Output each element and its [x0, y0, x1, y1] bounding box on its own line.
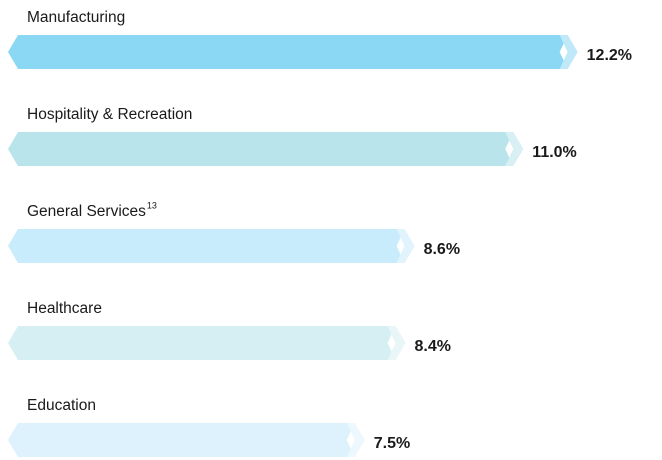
- bar: [8, 423, 355, 457]
- bar-tip-highlight: [396, 229, 415, 263]
- bar: [8, 35, 568, 69]
- bar-tip-highlight: [387, 326, 406, 360]
- bar-tip-highlight: [346, 423, 365, 457]
- value-label: 7.5%: [374, 435, 410, 452]
- value-label: 8.4%: [415, 338, 451, 355]
- value-label: 8.6%: [424, 241, 460, 258]
- category-note: 13: [147, 200, 157, 210]
- bar-tip: [346, 423, 365, 457]
- bar: [8, 132, 514, 166]
- bar-tip-highlight: [505, 132, 524, 166]
- value-label: 11.0%: [532, 144, 576, 161]
- category-label: Hospitality & Recreation: [27, 106, 192, 123]
- category-label: Education: [27, 397, 96, 414]
- bar-tip-highlight: [559, 35, 578, 69]
- category-label: Manufacturing: [27, 9, 125, 26]
- bar-tip: [387, 326, 406, 360]
- bar-tip: [505, 132, 524, 166]
- category-label: General Services: [27, 203, 146, 220]
- value-label: 12.2%: [587, 47, 632, 64]
- bar: [8, 229, 405, 263]
- bar-tip: [396, 229, 415, 263]
- category-label: Healthcare: [27, 300, 102, 317]
- bar-tip: [559, 35, 578, 69]
- bar: [8, 326, 396, 360]
